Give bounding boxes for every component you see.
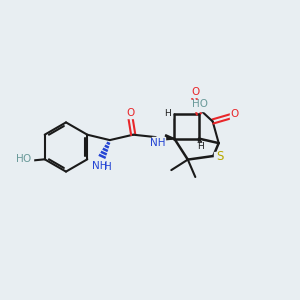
Text: H: H bbox=[197, 142, 204, 151]
Text: H: H bbox=[103, 162, 111, 172]
Text: NH: NH bbox=[150, 137, 166, 148]
Bar bbox=[196, 142, 205, 150]
Text: NH: NH bbox=[92, 161, 107, 171]
Bar bbox=[91, 160, 108, 172]
Bar bbox=[125, 109, 136, 118]
Bar bbox=[190, 88, 200, 97]
Text: O: O bbox=[231, 109, 239, 119]
Bar bbox=[214, 152, 226, 160]
Bar bbox=[189, 100, 207, 111]
Text: O: O bbox=[22, 154, 30, 164]
Text: H: H bbox=[164, 109, 171, 118]
Bar bbox=[163, 110, 172, 118]
Bar bbox=[230, 110, 240, 119]
Text: S: S bbox=[216, 149, 224, 163]
Bar bbox=[18, 155, 33, 166]
Text: O: O bbox=[126, 107, 134, 118]
Text: HO: HO bbox=[192, 99, 208, 110]
Text: H: H bbox=[16, 154, 24, 164]
Polygon shape bbox=[165, 135, 174, 140]
Bar bbox=[152, 137, 165, 148]
Text: O: O bbox=[191, 87, 199, 97]
